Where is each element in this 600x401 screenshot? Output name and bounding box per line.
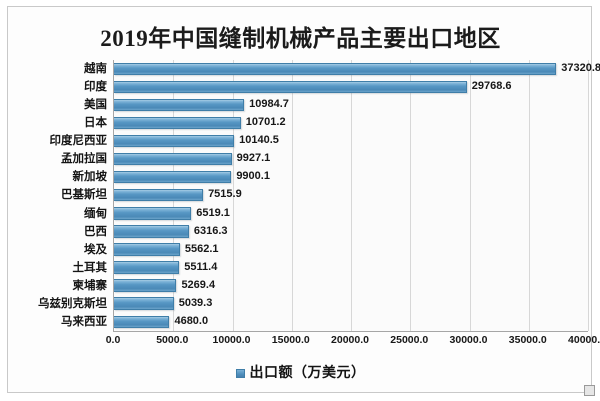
x-tick-label: 25000.0 [390,334,429,346]
x-tick-label: 20000.0 [331,334,369,346]
gridline [588,60,589,331]
category-label: 美国 [84,99,107,112]
bar-value-label: 10701.2 [245,116,286,129]
bar-row: 9927.1 [114,150,588,168]
bar-row: 37320.8 [114,60,600,78]
bar-row: 6316.3 [114,223,588,241]
category-label: 新加坡 [72,171,108,184]
bar-value-label: 5269.4 [181,278,216,291]
category-label: 土耳其 [72,261,108,274]
bar-value-label: 29768.6 [471,80,512,93]
x-tick-label: 40000.0 [568,334,600,346]
bar-value-label: 4680.0 [174,314,209,327]
category-label: 日本 [84,117,107,130]
bar[interactable] [114,98,245,112]
bar-value-label: 9927.1 [236,152,271,165]
bar-row: 5269.4 [114,277,588,295]
resize-handle[interactable] [584,385,595,396]
bar-row: 5562.1 [114,241,588,259]
bar[interactable] [114,243,180,256]
bar[interactable] [114,315,170,328]
bar[interactable] [114,170,232,184]
bar[interactable] [114,207,192,220]
bar-value-label: 10140.5 [239,134,279,147]
x-tick-label: 0.0 [105,334,121,346]
bar-value-label: 6316.3 [193,224,228,237]
x-tick-label: 5000.0 [156,334,189,346]
bar-value-label: 9900.1 [236,170,270,183]
category-label: 缅甸 [84,207,107,220]
bar-value-label: 6519.1 [196,206,230,219]
bar-row: 10140.5 [114,132,588,150]
bar-row: 7515.9 [114,186,588,204]
bar[interactable] [114,225,189,238]
x-tick-label: 10000.0 [212,334,251,346]
category-label: 埃及 [84,243,107,256]
bars-layer: 37320.8 29768.6 10984.7 10701.2 10140.5 9927.… [114,60,600,331]
bar[interactable] [114,62,557,75]
bar-row: 10984.7 [114,96,588,114]
legend-label: 出口额（万美元） [249,366,366,381]
gridline [469,60,471,331]
legend-color-swatch-icon [235,369,245,378]
bar[interactable] [114,116,241,130]
bar-row: 5511.4 [114,259,588,277]
bar-value-label: 7515.9 [208,188,242,201]
gridline [351,60,352,331]
x-tick-label: 35000.0 [508,334,547,346]
category-label: 印度 [84,81,107,94]
bar[interactable] [114,134,235,148]
category-label: 乌兹别克斯坦 [38,297,107,310]
gridline [410,60,412,331]
bar-value-label: 5511.4 [184,260,218,273]
x-tick-label: 30000.0 [449,334,488,346]
category-label: 孟加拉国 [61,153,107,166]
bar-value-label: 5039.3 [178,296,213,309]
category-label: 巴西 [84,225,107,238]
gridline [232,60,234,331]
chart-title: 2019年中国缝制机械产品主要出口地区 [100,26,501,51]
category-label: 越南 [84,63,107,75]
bar-row: 29768.6 [114,78,588,96]
bar[interactable] [114,297,174,310]
bar-value-label: 37320.8 [561,62,600,74]
category-axis: 越南印度美国日本印度尼西亚孟加拉国新加坡巴基斯坦缅甸巴西埃及土耳其柬埔寨乌兹别克… [8,60,111,331]
category-label: 印度尼西亚 [49,135,108,148]
bar-row: 9900.1 [114,168,588,186]
chart-legend: 出口额（万美元） [8,362,593,382]
bar-row: 4680.0 [114,313,588,331]
value-axis: 0.0 5000.0 10000.0 15000.0 20000.0 25000.0 300… [106,334,600,354]
bar-value-label: 5562.1 [184,242,219,255]
gridline [528,60,530,331]
category-label: 柬埔寨 [72,279,108,292]
x-tick-label: 15000.0 [271,334,310,346]
bar[interactable] [114,80,467,94]
bar[interactable] [114,152,232,166]
category-label: 巴基斯坦 [61,189,107,202]
bar[interactable] [114,189,204,202]
bar-row: 5039.3 [114,295,588,313]
bar[interactable] [114,279,177,292]
bar-row: 10701.2 [114,114,588,132]
bar-value-label: 10984.7 [249,98,289,111]
category-label: 马来西亚 [61,315,107,328]
bar-row: 6519.1 [114,205,588,223]
bar[interactable] [114,261,180,274]
plot-area: 37320.8 29768.6 10984.7 10701.2 10140.5 9927.… [113,60,600,332]
gridline [291,60,293,331]
chart-container: 2019年中国缝制机械产品主要出口地区 越南印度美国日本印度尼西亚孟加拉国新加坡… [7,6,600,396]
